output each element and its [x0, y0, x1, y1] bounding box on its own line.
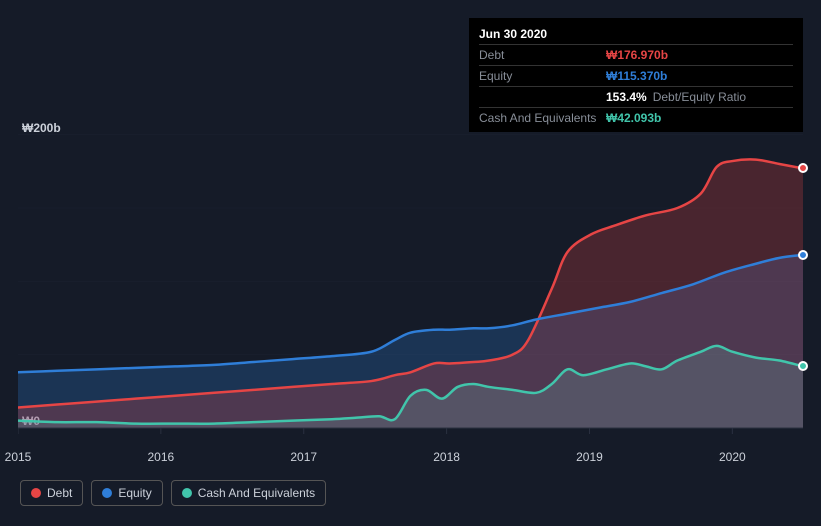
tooltip-value: ₩115.370b [606, 69, 667, 83]
legend-dot-icon [182, 488, 192, 498]
chart-svg [18, 120, 803, 440]
x-axis-label: 2016 [148, 450, 175, 464]
tooltip-box: Jun 30 2020 Debt₩176.970bEquity₩115.370b… [469, 18, 803, 132]
x-axis-label: 2020 [719, 450, 746, 464]
legend-item[interactable]: Equity [91, 480, 162, 506]
tooltip-value: ₩42.093b [606, 111, 661, 125]
x-axis-label: 2015 [5, 450, 32, 464]
tooltip-label [479, 90, 606, 104]
tooltip-row: 153.4% Debt/Equity Ratio [479, 86, 793, 107]
series-end-dot [798, 250, 808, 260]
legend-label: Equity [118, 486, 151, 500]
legend: Debt Equity Cash And Equivalents [20, 480, 326, 506]
tooltip-value: ₩176.970b [606, 48, 668, 62]
legend-dot-icon [102, 488, 112, 498]
tooltip-date: Jun 30 2020 [479, 24, 793, 44]
legend-label: Cash And Equivalents [198, 486, 315, 500]
tooltip-row: Equity₩115.370b [479, 65, 793, 86]
legend-label: Debt [47, 486, 72, 500]
chart-container: Jun 30 2020 Debt₩176.970bEquity₩115.370b… [0, 0, 821, 526]
tooltip-sub: Debt/Equity Ratio [653, 90, 746, 104]
x-axis-label: 2018 [433, 450, 460, 464]
tooltip-label: Debt [479, 48, 606, 62]
series-end-dot [798, 163, 808, 173]
x-axis-label: 2019 [576, 450, 603, 464]
legend-item[interactable]: Cash And Equivalents [171, 480, 326, 506]
x-axis-label: 2017 [290, 450, 317, 464]
plot-area[interactable] [18, 120, 803, 440]
tooltip-label: Equity [479, 69, 606, 83]
tooltip-label: Cash And Equivalents [479, 111, 606, 125]
series-end-dot [798, 361, 808, 371]
x-axis: 201520162017201820192020 [18, 450, 803, 470]
legend-item[interactable]: Debt [20, 480, 83, 506]
tooltip-row: Cash And Equivalents₩42.093b [479, 107, 793, 128]
tooltip-row: Debt₩176.970b [479, 44, 793, 65]
tooltip-value: 153.4% [606, 90, 647, 104]
legend-dot-icon [31, 488, 41, 498]
